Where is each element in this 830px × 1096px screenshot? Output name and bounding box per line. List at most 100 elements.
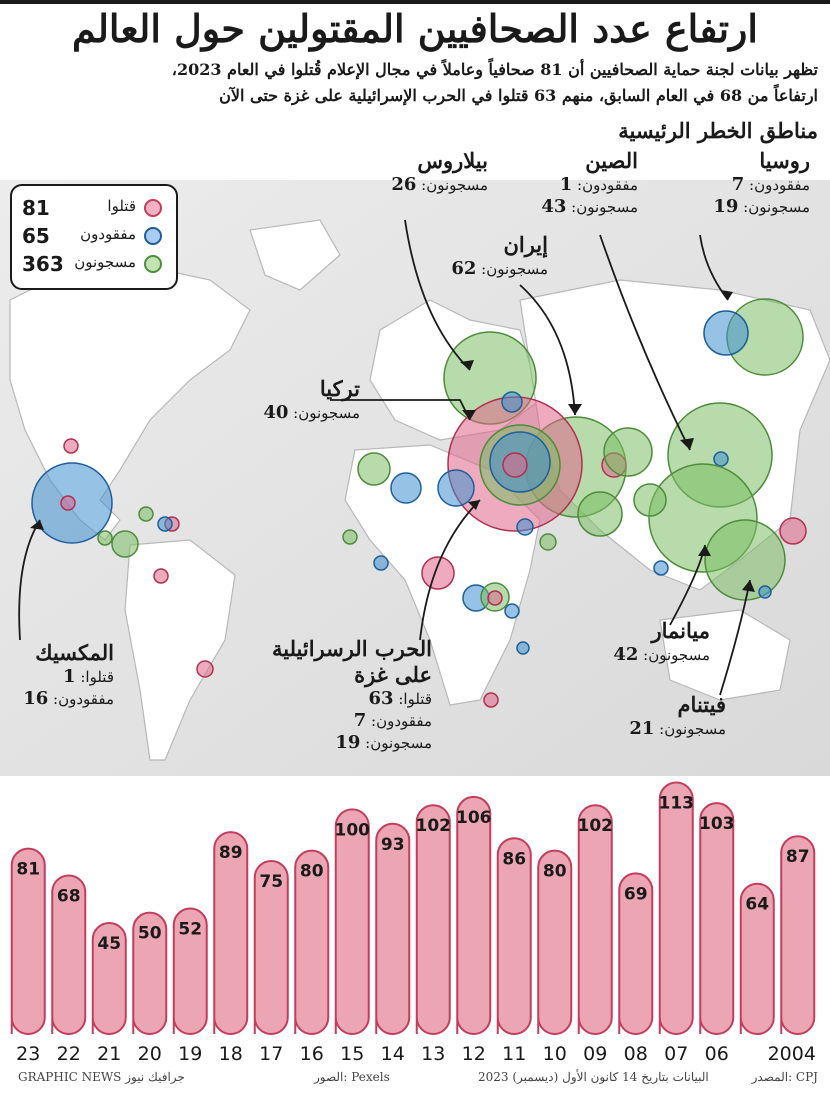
callout-myanmar: ميانمار مسجونون: 42 <box>613 618 710 666</box>
bar-18 <box>213 831 249 1035</box>
x-tick-label: 06 <box>705 1043 729 1065</box>
bar-value-label: 50 <box>138 924 162 944</box>
callout-iran: إيران مسجونون: 62 <box>451 232 548 280</box>
x-tick-label: 13 <box>421 1043 445 1065</box>
x-tick-label: 10 <box>543 1043 567 1065</box>
callout-name: على غزة <box>354 662 432 687</box>
callout-name: المكسيك <box>35 640 114 665</box>
leader-arrows <box>30 290 755 592</box>
bar-value-label: 69 <box>624 884 648 904</box>
bubble-yemen <box>516 518 534 536</box>
bubble-guatemala <box>111 530 139 558</box>
callout-name: الصين <box>585 148 638 173</box>
bubble-haiti2 <box>157 516 173 532</box>
bar-09 <box>577 804 613 1035</box>
world-map <box>0 180 830 776</box>
x-tick-label: 07 <box>664 1043 688 1065</box>
bubble-us <box>63 438 79 454</box>
x-tick-label: 14 <box>381 1043 405 1065</box>
bar-value-label: 68 <box>57 886 81 906</box>
bar-08 <box>618 872 654 1035</box>
legend-label: قتلوا <box>107 197 136 215</box>
callout-label: مفقودون: <box>371 712 432 730</box>
x-tick-label: 19 <box>178 1043 202 1065</box>
legend-label: مفقودون <box>80 225 136 243</box>
bar-21 <box>91 922 127 1035</box>
bubble-russia-missing <box>703 310 749 356</box>
legend-item-jailed: 363 مسجونون <box>22 252 166 276</box>
bar-12 <box>456 795 492 1035</box>
bubble-west-africa2 <box>342 529 358 545</box>
x-tick-label: 17 <box>259 1043 283 1065</box>
callout-value: 40 <box>263 402 289 423</box>
footer-source: المصدر: CPJ <box>751 1070 818 1084</box>
bubble-eritrea <box>539 533 557 551</box>
bar-value-label: 103 <box>699 814 735 834</box>
callout-value: 43 <box>541 196 567 217</box>
bar-value-label: 64 <box>745 895 769 915</box>
bar-15 <box>334 808 370 1035</box>
callout-name: روسيا <box>759 148 810 173</box>
callout-value: 16 <box>23 688 49 709</box>
bar-23 <box>10 847 46 1035</box>
x-tick-label: 08 <box>624 1043 648 1065</box>
callout-label: مسجونون: <box>643 646 710 664</box>
callout-label: مسجونون: <box>743 198 810 216</box>
callout-name: إيران <box>503 232 548 257</box>
legend-label: مسجونون <box>74 253 136 271</box>
x-tick-label: 18 <box>219 1043 243 1065</box>
legend-value: 81 <box>22 196 50 220</box>
x-tick-label: 09 <box>583 1043 607 1065</box>
bubble-mozambique <box>516 641 530 655</box>
bar-value-label: 102 <box>578 816 614 836</box>
bar-value-label: 87 <box>786 847 810 867</box>
legend-item-missing: 65 مفقودون <box>22 224 166 248</box>
bar-value-label: 113 <box>659 793 695 813</box>
bar-value-label: 81 <box>16 860 40 880</box>
bar-value-label: 100 <box>335 820 371 840</box>
callout-label: مفقودون: <box>53 690 114 708</box>
bar-14 <box>375 822 411 1035</box>
x-tick-label: 2004 <box>768 1043 816 1065</box>
bar-2004 <box>780 835 816 1035</box>
callout-label: قتلوا: <box>80 668 114 686</box>
bar-value-label: 75 <box>259 872 283 892</box>
x-tick-label: 11 <box>502 1043 526 1065</box>
bar-value-label: 102 <box>416 816 452 836</box>
legend-value: 65 <box>22 224 50 248</box>
x-tick-label: 12 <box>462 1043 486 1065</box>
bar-value-label: 106 <box>456 808 492 828</box>
callout-china: الصين مفقودون: 1 مسجونون: 43 <box>541 148 638 218</box>
legend-killed-dot <box>144 199 162 217</box>
subtitle-line2: ارتفاعاً من 68 في العام السابق، منهم 63 … <box>219 86 818 105</box>
south-america <box>124 539 236 761</box>
bar-11 <box>496 837 532 1035</box>
x-tick-label: 22 <box>57 1043 81 1065</box>
subtitle-line1: تظهر بيانات لجنة حماية الصحافيين أن 81 ص… <box>171 60 818 79</box>
legend-value: 363 <box>22 252 64 276</box>
x-tick-label: 16 <box>300 1043 324 1065</box>
bubble-indonesia2 <box>758 585 772 599</box>
callout-value: 26 <box>391 174 417 195</box>
callout-label: مسجونون: <box>365 734 432 752</box>
footer-date: البيانات بتاريخ 14 كانون الأول (ديسمبر) … <box>478 1070 709 1084</box>
bubble-cuba <box>138 506 154 522</box>
callout-russia: روسيا مفقودون: 7 مسجونون: 19 <box>713 148 810 218</box>
footer-credit: GRAPHIC NEWS جرافيك نيوز <box>18 1070 185 1084</box>
bar-06 <box>699 802 735 1035</box>
callout-name: تركيا <box>319 376 360 401</box>
callout-mexico: المكسيك قتلوا: 1 مفقودون: 16 <box>23 640 114 710</box>
bubbles <box>31 298 807 708</box>
bubble-egypt <box>437 469 475 507</box>
callout-label: مسجونون: <box>659 720 726 738</box>
callout-name: الحرب الرسرائيلية <box>271 636 432 661</box>
bubble-philippines <box>779 517 807 545</box>
callout-label: مسجونون: <box>481 260 548 278</box>
bar-value-label: 45 <box>97 934 121 954</box>
callout-turkey: تركيا مسجونون: 40 <box>263 376 360 424</box>
bubble-colombia <box>153 568 169 584</box>
bar-value-label: 52 <box>178 920 202 940</box>
callout-label: مفقودون: <box>577 176 638 194</box>
x-tick-label: 21 <box>97 1043 121 1065</box>
bubble-gaza-small <box>502 452 528 478</box>
